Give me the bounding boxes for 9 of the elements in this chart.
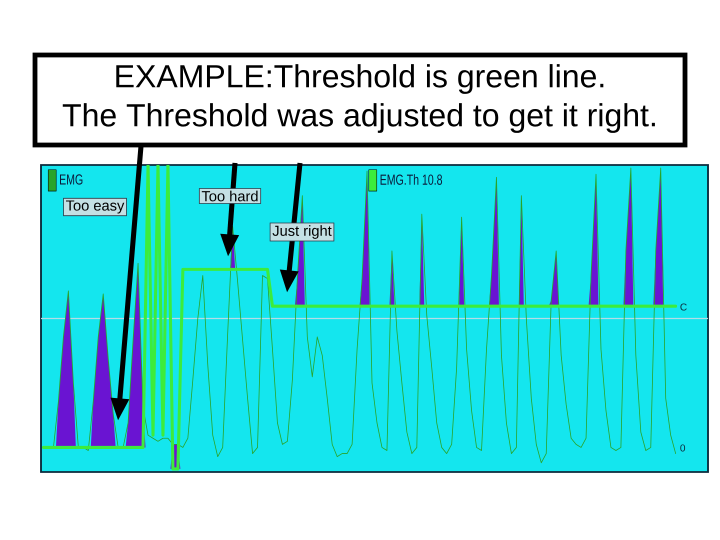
chart-subtitle: The Threshold was adjusted to get it right. <box>62 103 655 133</box>
chart-title: EXAMPLE:Threshold is green line. <box>116 64 604 94</box>
annotation: C <box>680 303 687 311</box>
legend-label: EMG.Th 10.8 <box>380 174 442 185</box>
annotation: Too hard <box>202 190 258 202</box>
legend-label: EMG <box>60 174 82 185</box>
annotation: Just right <box>272 225 332 239</box>
annotation: 0 <box>680 444 686 452</box>
annotation: Too easy <box>66 200 124 214</box>
